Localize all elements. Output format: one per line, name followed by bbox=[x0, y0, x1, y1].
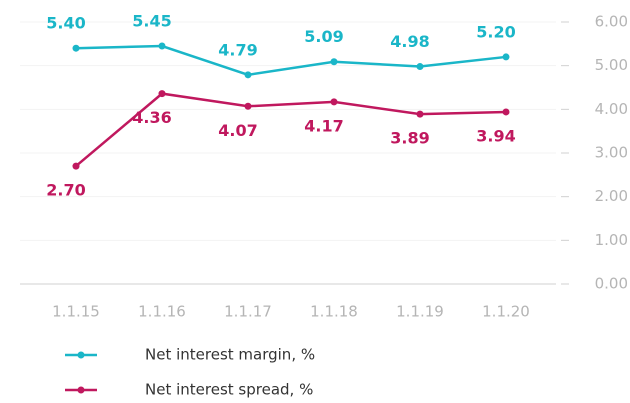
data-point bbox=[330, 58, 338, 66]
data-label: 5.20 bbox=[476, 22, 515, 41]
y-tick-label: 0.00 bbox=[595, 275, 628, 293]
data-label: 4.07 bbox=[218, 121, 257, 140]
y-tick-label: 5.00 bbox=[595, 56, 628, 74]
data-point bbox=[502, 53, 510, 61]
data-label: 3.94 bbox=[476, 126, 515, 145]
y-tick-label: 3.00 bbox=[595, 144, 628, 162]
data-point bbox=[72, 44, 80, 52]
data-point bbox=[244, 102, 252, 110]
x-tick-label: 1.1.17 bbox=[224, 303, 272, 321]
data-label: 4.79 bbox=[218, 40, 257, 59]
y-tick-label: 4.00 bbox=[595, 100, 628, 118]
data-label: 3.89 bbox=[390, 129, 429, 148]
x-tick-label: 1.1.18 bbox=[310, 303, 358, 321]
data-point bbox=[416, 110, 424, 118]
y-tick-label: 6.00 bbox=[595, 13, 628, 31]
data-label: 5.40 bbox=[46, 14, 85, 33]
legend-label: Net interest margin, % bbox=[145, 346, 315, 364]
x-tick-label: 1.1.15 bbox=[52, 303, 100, 321]
data-label: 5.45 bbox=[132, 12, 171, 31]
legend-label: Net interest spread, % bbox=[145, 381, 313, 399]
data-label: 4.36 bbox=[132, 108, 171, 127]
data-point bbox=[72, 162, 80, 170]
legend-dot bbox=[77, 351, 85, 359]
data-label: 2.70 bbox=[46, 181, 85, 200]
data-label: 4.98 bbox=[390, 32, 429, 51]
x-tick-label: 1.1.16 bbox=[138, 303, 186, 321]
series-line bbox=[75, 44, 507, 77]
y-tick-label: 2.00 bbox=[595, 187, 628, 205]
legend-dot bbox=[77, 386, 85, 394]
data-point bbox=[502, 108, 510, 116]
series-line bbox=[75, 92, 507, 168]
data-point bbox=[158, 42, 166, 50]
data-point bbox=[416, 63, 424, 71]
data-label: 4.17 bbox=[304, 116, 343, 135]
x-tick-label: 1.1.19 bbox=[396, 303, 444, 321]
data-point bbox=[244, 71, 252, 79]
y-tick-label: 1.00 bbox=[595, 231, 628, 249]
data-point bbox=[330, 98, 338, 106]
data-point bbox=[158, 90, 166, 98]
data-label: 5.09 bbox=[304, 27, 343, 46]
x-tick-label: 1.1.20 bbox=[482, 303, 530, 321]
